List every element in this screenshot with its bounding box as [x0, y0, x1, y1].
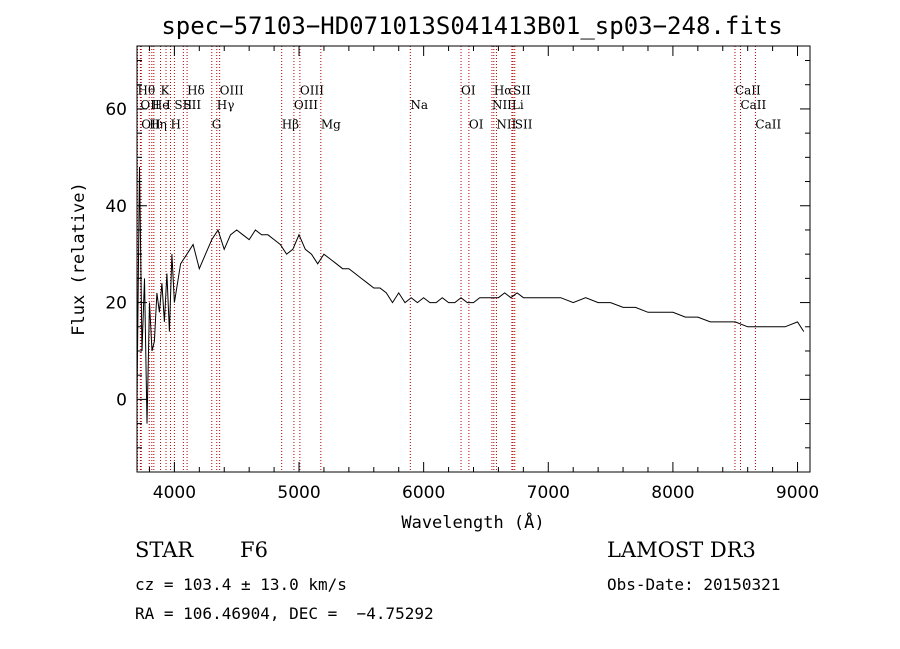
line-label: Hβ	[282, 117, 299, 131]
x-tick-label: 6000	[402, 483, 445, 503]
line-label: SII	[515, 117, 533, 131]
line-label: OII	[141, 117, 161, 131]
line-label: He	[152, 98, 170, 112]
x-tick-label: 4000	[153, 483, 196, 503]
line-label: K	[161, 83, 171, 97]
y-axis-label: Flux (relative)	[69, 182, 89, 336]
line-label: Hθ	[137, 83, 155, 97]
line-label: Hα	[494, 83, 513, 97]
chart-title: spec−57103−HD071013S041413B01_sp03−248.f…	[161, 12, 782, 40]
line-label: I	[166, 98, 171, 112]
redshift-cz: cz = 103.4 ± 13.0 km/s	[135, 575, 347, 594]
line-label: SII	[183, 98, 201, 112]
x-axis-ticks: 4000 5000 6000 7000 8000 9000	[148, 46, 819, 503]
line-label: CaII	[740, 98, 766, 112]
line-label: OI	[461, 83, 476, 97]
line-label: OIII	[220, 83, 244, 97]
y-tick-label: 60	[105, 100, 127, 120]
emission-line-labels: HθOIIOIIHηHeKIHSIIHδSIIGHγOIIIHβOIIIOIII…	[137, 83, 781, 131]
object-type: STAR	[135, 538, 194, 562]
line-label: CaII	[755, 117, 781, 131]
survey-name: LAMOST DR3	[607, 538, 756, 562]
line-label: Mg	[321, 117, 341, 131]
line-label: H	[171, 117, 181, 131]
line-label: NII	[492, 98, 512, 112]
observation-date: Obs-Date: 20150321	[607, 575, 781, 594]
line-label: OI	[469, 117, 484, 131]
line-label: OIII	[300, 83, 324, 97]
x-tick-label: 5000	[277, 483, 320, 503]
plot-frame	[136, 45, 811, 473]
object-subclass: F6	[240, 538, 268, 562]
x-tick-label: 7000	[527, 483, 570, 503]
y-tick-label: 0	[116, 390, 127, 410]
spectrum-line	[136, 166, 805, 424]
line-label: SII	[174, 98, 192, 112]
line-label: CaII	[735, 83, 761, 97]
line-label: Hη	[149, 117, 167, 131]
line-label: NII	[496, 117, 516, 131]
x-axis-label: Wavelength (Å)	[401, 511, 544, 533]
line-label: Hγ	[217, 98, 235, 112]
x-tick-label: 9000	[776, 483, 819, 503]
ra-dec-coordinates: RA = 106.46904, DEC = −4.75292	[135, 604, 434, 623]
emission-line-markers	[136, 46, 756, 472]
line-label: G	[212, 117, 222, 131]
line-label: SII	[513, 83, 531, 97]
line-label: OIII	[294, 98, 318, 112]
y-axis-ticks: 0 20 40 60	[105, 60, 810, 449]
line-label: Na	[410, 98, 428, 112]
line-label: Hδ	[187, 83, 205, 97]
line-label: Li	[512, 98, 524, 112]
y-tick-label: 20	[105, 294, 127, 314]
y-tick-label: 40	[105, 197, 127, 217]
x-tick-label: 8000	[651, 483, 694, 503]
